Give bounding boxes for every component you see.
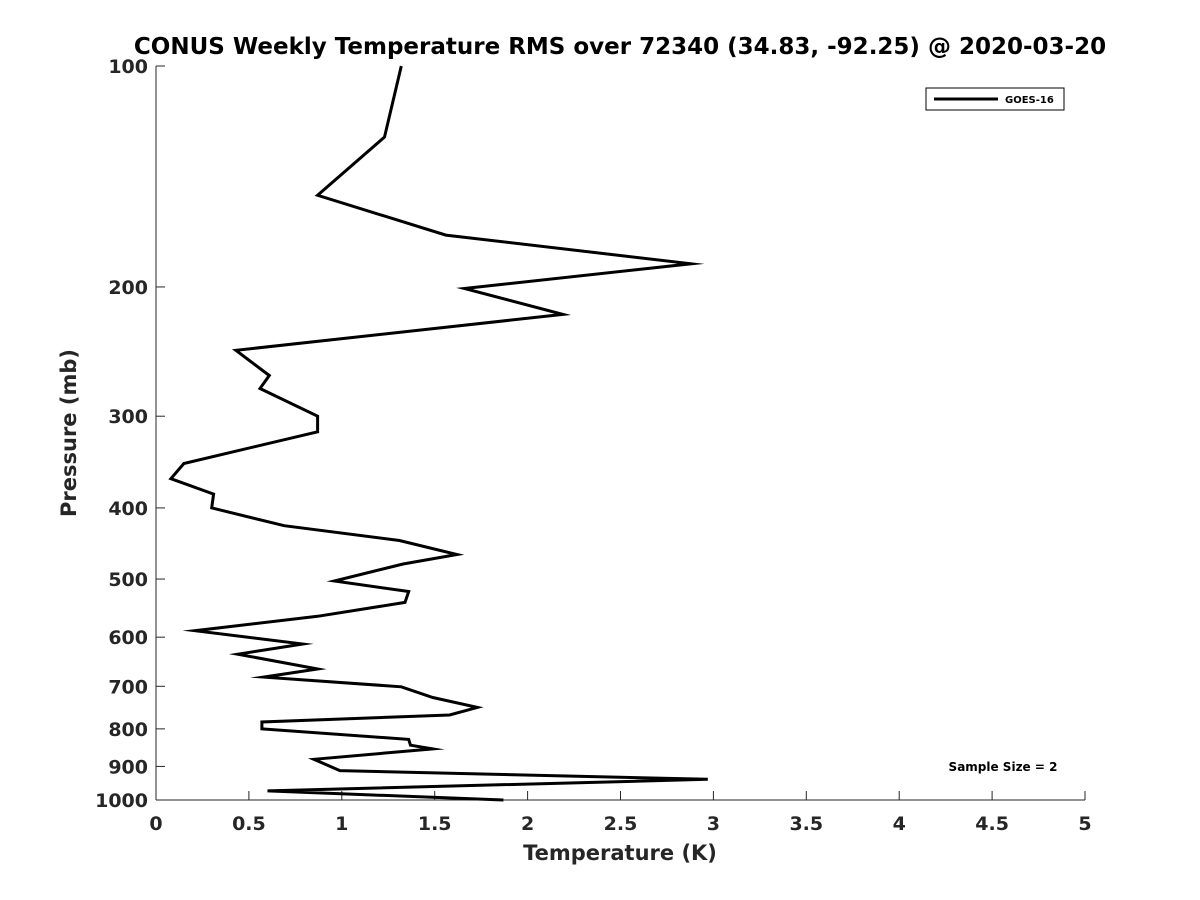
y-tick-label: 800 xyxy=(108,719,148,741)
sample-size-annotation: Sample Size = 2 xyxy=(949,760,1058,774)
y-tick-label: 500 xyxy=(108,569,148,591)
y-tick-label: 700 xyxy=(108,676,148,698)
x-tick-label: 4.5 xyxy=(975,813,1009,835)
y-axis-label: Pressure (mb) xyxy=(57,349,81,517)
x-tick-label: 2 xyxy=(521,813,534,835)
x-tick-label: 4 xyxy=(893,813,906,835)
y-tick-label: 400 xyxy=(108,498,148,520)
y-tick-label: 900 xyxy=(108,756,148,778)
chart-title: CONUS Weekly Temperature RMS over 72340 … xyxy=(134,34,1106,60)
x-axis-ticks: 0 0.5 1 1.5 2 2.5 3 3.5 4 4.5 5 xyxy=(149,791,1092,835)
y-tick-label: 600 xyxy=(108,627,148,649)
y-tick-label: 1000 xyxy=(95,790,148,812)
y-tick-label: 300 xyxy=(108,406,148,428)
y-axis-ticks: 100 200 300 400 500 600 700 800 900 1000 xyxy=(95,56,165,812)
x-tick-label: 1 xyxy=(335,813,348,835)
x-tick-label: 2.5 xyxy=(604,813,638,835)
series-lines xyxy=(168,65,708,802)
legend-label-goes-16: GOES-16 xyxy=(1005,95,1054,106)
x-tick-label: 0 xyxy=(149,813,162,835)
x-tick-label: 3.5 xyxy=(789,813,823,835)
series-line-goes-16 xyxy=(168,65,708,802)
axes xyxy=(155,66,1085,801)
x-tick-label: 1.5 xyxy=(418,813,452,835)
x-tick-label: 3 xyxy=(707,813,720,835)
x-axis-label: Temperature (K) xyxy=(523,841,717,865)
x-tick-label: 0.5 xyxy=(232,813,266,835)
legend: GOES-16 xyxy=(925,87,1065,111)
y-tick-label: 100 xyxy=(108,56,148,78)
x-tick-label: 5 xyxy=(1078,813,1091,835)
y-tick-label: 200 xyxy=(108,277,148,299)
